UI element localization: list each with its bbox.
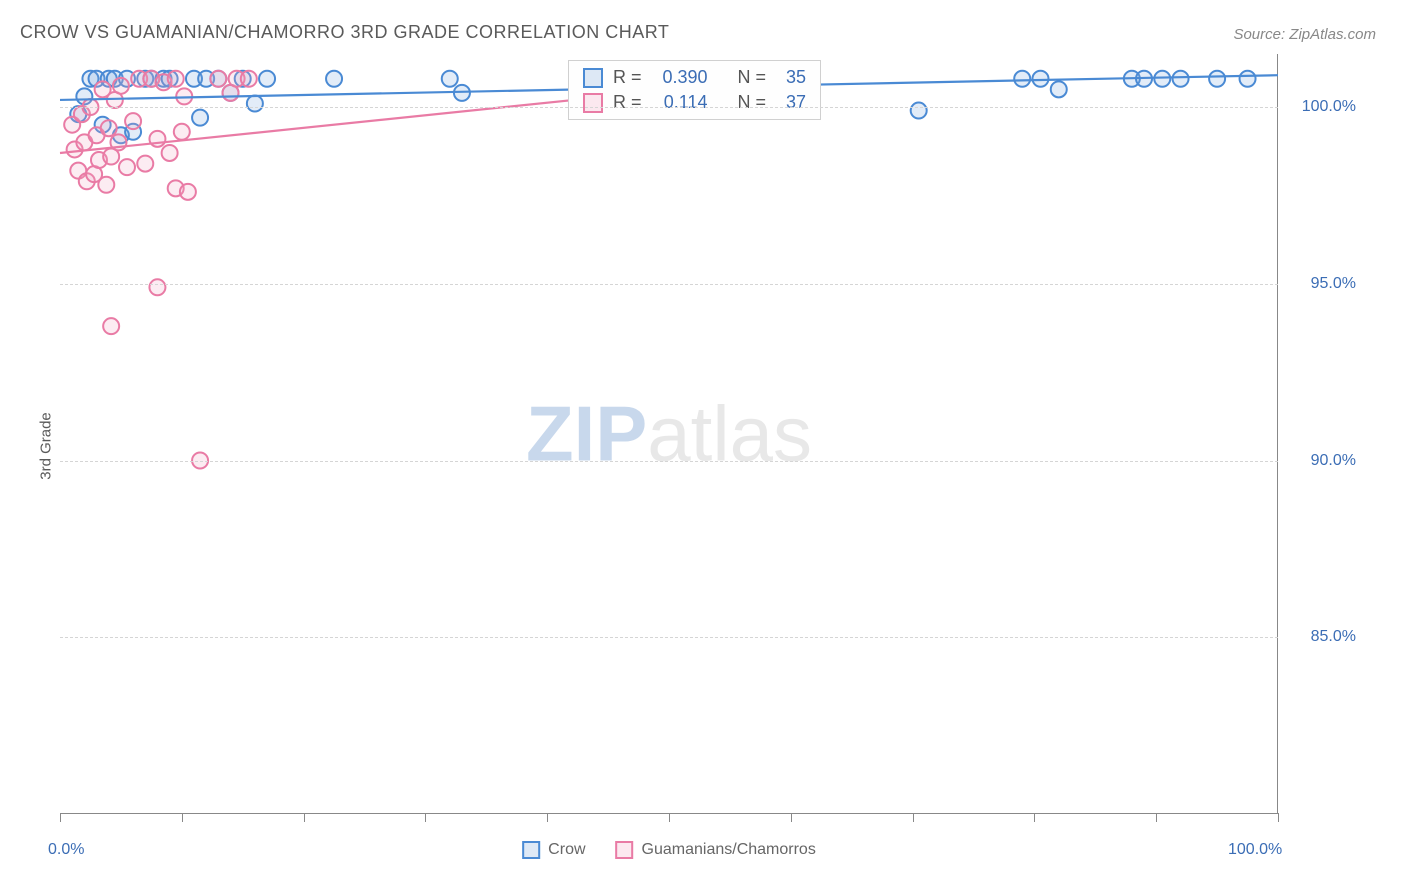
y-axis-label: 3rd Grade	[37, 412, 54, 480]
data-point	[119, 159, 135, 175]
data-point	[1173, 71, 1189, 87]
stats-row: R = 0.390 N = 35	[583, 67, 806, 88]
x-tick-mark	[791, 813, 792, 822]
data-point	[247, 95, 263, 111]
stats-r-label: R =	[613, 67, 642, 88]
legend: Crow Guamanians/Chamorros	[522, 841, 816, 859]
stats-r-label: R =	[613, 92, 642, 113]
data-point	[180, 184, 196, 200]
gridline	[60, 107, 1278, 108]
gridline	[60, 284, 1278, 285]
x-tick-mark	[182, 813, 183, 822]
legend-item: Crow	[522, 841, 585, 859]
data-point	[1051, 81, 1067, 97]
data-point	[1014, 71, 1030, 87]
y-tick-label: 85.0%	[1311, 628, 1356, 646]
x-tick-mark	[60, 813, 61, 822]
data-point	[1032, 71, 1048, 87]
data-point	[113, 78, 129, 94]
stats-row: R = 0.114 N = 37	[583, 92, 806, 113]
data-point	[442, 71, 458, 87]
stats-r-value: 0.114	[652, 92, 708, 113]
stats-box: R = 0.390 N = 35 R = 0.114 N = 37	[568, 60, 821, 120]
stats-n-label: N =	[738, 67, 767, 88]
data-point	[162, 145, 178, 161]
legend-item: Guamanians/Chamorros	[616, 841, 816, 859]
plot-area: ZIPatlas R =0.390N =35R =0.114N =37 Crow…	[60, 54, 1278, 814]
stats-r-value: 0.390	[652, 67, 708, 88]
stats-n-value: 37	[776, 92, 806, 113]
x-tick-mark	[669, 813, 670, 822]
data-point	[101, 120, 117, 136]
data-point	[241, 71, 257, 87]
x-tick-label: 100.0%	[1228, 841, 1282, 859]
data-point	[137, 156, 153, 172]
data-point	[125, 113, 141, 129]
data-point	[326, 71, 342, 87]
trend-line	[60, 96, 608, 153]
legend-swatch	[616, 841, 634, 859]
data-point	[98, 177, 114, 193]
data-point	[259, 71, 275, 87]
legend-swatch	[522, 841, 540, 859]
x-tick-mark	[1278, 813, 1279, 822]
x-tick-mark	[425, 813, 426, 822]
data-point	[1209, 71, 1225, 87]
source-attribution: Source: ZipAtlas.com	[1233, 26, 1376, 43]
x-tick-mark	[1034, 813, 1035, 822]
x-tick-mark	[304, 813, 305, 822]
stats-n-label: N =	[738, 92, 767, 113]
x-tick-label: 0.0%	[48, 841, 84, 859]
data-point	[103, 318, 119, 334]
y-tick-label: 95.0%	[1311, 275, 1356, 293]
stats-swatch	[583, 68, 603, 88]
data-point	[1240, 71, 1256, 87]
data-point	[168, 71, 184, 87]
legend-label: Crow	[548, 841, 585, 859]
data-point	[192, 110, 208, 126]
stats-n-value: 35	[776, 67, 806, 88]
x-tick-mark	[547, 813, 548, 822]
gridline	[60, 637, 1278, 638]
x-tick-mark	[1156, 813, 1157, 822]
data-point	[174, 124, 190, 140]
y-tick-label: 100.0%	[1302, 98, 1356, 116]
chart-svg	[60, 54, 1278, 813]
stats-swatch	[583, 93, 603, 113]
x-tick-mark	[913, 813, 914, 822]
data-point	[911, 103, 927, 119]
data-point	[210, 71, 226, 87]
y-tick-label: 90.0%	[1311, 452, 1356, 470]
gridline	[60, 461, 1278, 462]
legend-label: Guamanians/Chamorros	[642, 841, 816, 859]
data-point	[149, 279, 165, 295]
chart-title: CROW VS GUAMANIAN/CHAMORRO 3RD GRADE COR…	[20, 22, 669, 43]
